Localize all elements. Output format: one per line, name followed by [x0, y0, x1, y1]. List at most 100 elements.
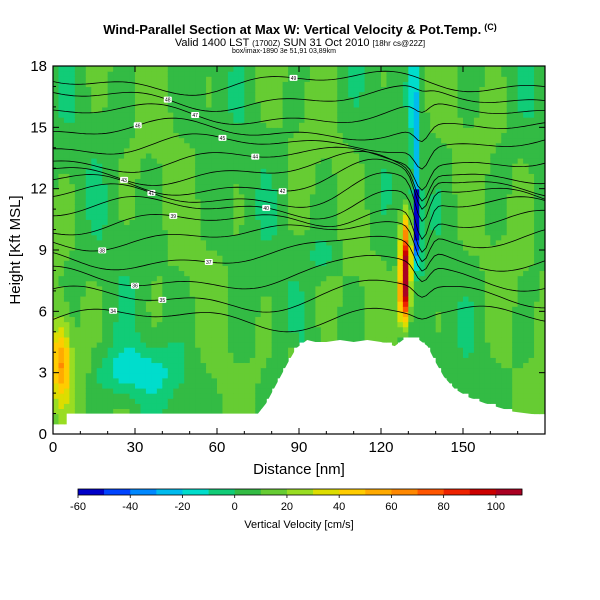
velocity-cell [53, 280, 60, 287]
velocity-cell [375, 229, 382, 236]
velocity-cell [342, 152, 349, 159]
velocity-cell [238, 331, 245, 338]
velocity-cell [189, 101, 196, 108]
velocity-cell [359, 265, 366, 272]
velocity-cell [249, 127, 256, 134]
velocity-cell [424, 152, 431, 159]
velocity-cell [222, 188, 229, 195]
velocity-cell [364, 183, 371, 190]
velocity-cell [271, 270, 278, 277]
velocity-cell [249, 367, 256, 374]
velocity-cell [370, 188, 377, 195]
velocity-cell [457, 367, 464, 374]
velocity-cell [402, 101, 409, 108]
velocity-cell [364, 81, 371, 88]
velocity-cell [162, 393, 169, 399]
velocity-cell [135, 234, 142, 241]
velocity-cell [178, 306, 185, 312]
velocity-cell [69, 219, 76, 226]
velocity-cell [457, 127, 464, 134]
velocity-cell [227, 408, 234, 415]
velocity-cell [96, 112, 103, 118]
velocity-cell [288, 275, 295, 282]
velocity-cell [244, 296, 251, 302]
velocity-cell [293, 101, 300, 108]
velocity-cell [80, 403, 87, 410]
velocity-cell [96, 316, 103, 323]
velocity-cell [315, 132, 322, 139]
velocity-cell [315, 244, 322, 251]
velocity-cell [151, 316, 158, 323]
velocity-cell [293, 71, 300, 77]
velocity-cell [162, 382, 169, 389]
velocity-cell [457, 112, 464, 118]
velocity-cell [402, 137, 409, 144]
velocity-cell [446, 66, 453, 72]
velocity-cell [58, 342, 65, 348]
velocity-cell [375, 86, 382, 93]
velocity-cell [53, 163, 60, 169]
velocity-cell [337, 132, 344, 139]
velocity-cell [255, 147, 262, 154]
velocity-cell [424, 76, 431, 82]
velocity-cell [200, 377, 207, 384]
velocity-cell [419, 122, 426, 128]
velocity-cell [419, 306, 426, 312]
velocity-cell [107, 178, 114, 185]
velocity-cell [217, 377, 224, 384]
velocity-cell [364, 296, 371, 302]
velocity-cell [304, 112, 311, 118]
velocity-cell [156, 204, 163, 210]
velocity-cell [282, 260, 289, 266]
velocity-cell [233, 188, 240, 195]
velocity-cell [113, 285, 120, 292]
velocity-cell [58, 418, 65, 425]
velocity-cell [113, 382, 120, 389]
velocity-cell [200, 255, 207, 261]
velocity-cell [102, 229, 109, 236]
velocity-cell [244, 301, 251, 307]
velocity-cell [386, 178, 393, 185]
velocity-cell [484, 224, 491, 231]
velocity-cell [107, 224, 114, 231]
velocity-cell [419, 127, 426, 134]
velocity-cell [124, 127, 131, 134]
velocity-cell [151, 367, 158, 374]
velocity-cell [348, 250, 355, 256]
velocity-cell [238, 198, 245, 205]
velocity-cell [189, 311, 196, 318]
velocity-cell [402, 285, 409, 292]
velocity-cell [473, 86, 480, 93]
velocity-cell [299, 81, 306, 88]
velocity-cell [217, 204, 224, 210]
velocity-cell [200, 311, 207, 318]
velocity-cell [479, 331, 486, 338]
velocity-cell [124, 142, 131, 149]
velocity-cell [293, 214, 300, 220]
velocity-cell [53, 388, 60, 394]
velocity-cell [337, 244, 344, 251]
velocity-cell [162, 377, 169, 384]
velocity-cell [309, 168, 316, 174]
velocity-cell [408, 163, 415, 169]
velocity-cell [74, 290, 81, 297]
velocity-cell [342, 158, 349, 164]
velocity-cell [430, 168, 437, 174]
velocity-cell [151, 372, 158, 379]
velocity-cell [304, 122, 311, 128]
velocity-cell [227, 163, 234, 169]
velocity-cell [206, 168, 213, 174]
velocity-cell [331, 265, 338, 272]
velocity-cell [145, 239, 152, 246]
velocity-cell [244, 224, 251, 231]
velocity-cell [206, 388, 213, 394]
velocity-cell [249, 306, 256, 312]
velocity-cell [446, 296, 453, 302]
velocity-cell [244, 316, 251, 323]
velocity-cell [200, 168, 207, 174]
velocity-cell [189, 367, 196, 374]
velocity-cell [102, 388, 109, 394]
velocity-cell [200, 285, 207, 292]
velocity-cell [370, 132, 377, 139]
velocity-cell [167, 122, 174, 128]
